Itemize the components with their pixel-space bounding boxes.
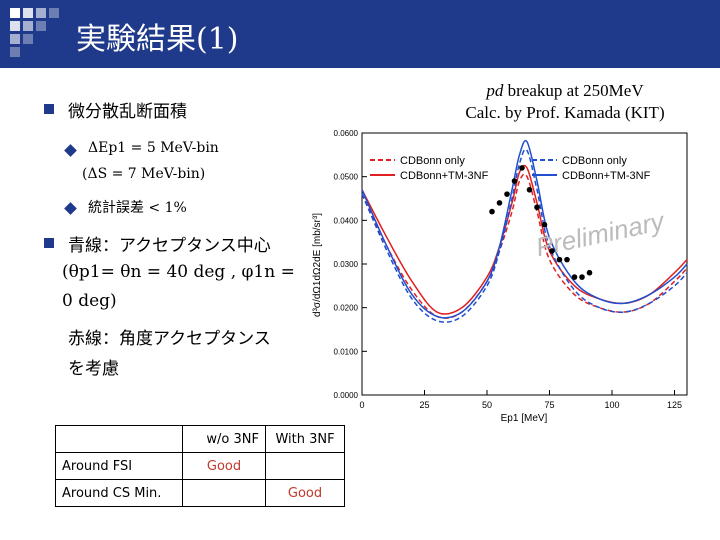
- x-tick-label: 50: [482, 400, 492, 410]
- y-axis-label: d³σ/dΩ1dΩ2dE [mb/sr³]: [312, 213, 323, 317]
- legend-label: CDBonn only: [562, 155, 627, 167]
- sub-bin-s: (ΔS = 7 MeV-bin): [82, 166, 206, 182]
- bullet-blue-line: 青線：アクセプタンス中心: [68, 236, 271, 256]
- data-point: [519, 165, 525, 171]
- plot-caption: pd breakup at 250MeV Calc. by Prof. Kama…: [420, 80, 710, 124]
- data-point: [549, 248, 555, 254]
- plot-frame: [361, 132, 688, 396]
- x-tick-label: 125: [667, 400, 682, 410]
- data-point: [541, 221, 548, 228]
- series-line: [361, 148, 688, 323]
- grid-logo-icon: [10, 8, 59, 57]
- table-cell: Around FSI: [55, 452, 183, 480]
- y-tick-label: 0.0200: [334, 304, 359, 313]
- x-tick-label: 25: [419, 400, 429, 410]
- sub-bin-energy: ΔEp1 = 5 MeV-bin: [88, 140, 219, 156]
- y-tick-label: 0.0600: [334, 129, 359, 138]
- data-point: [534, 204, 540, 211]
- data-point: [526, 186, 533, 193]
- table-row: Around FSI Good: [55, 452, 345, 480]
- legend-label: CDBonn+TM-3NF: [400, 170, 489, 182]
- data-point: [571, 274, 578, 280]
- x-tick-label: 100: [604, 400, 619, 410]
- table-cell: Around CS Min.: [55, 479, 183, 507]
- bullet-blue-angles: (θp1= θn = 40 deg , φ1n =: [62, 262, 295, 282]
- table-cell: Good: [265, 479, 345, 507]
- data-point: [564, 256, 570, 263]
- table-header-cell: w/o 3NF: [182, 425, 266, 453]
- y-tick-label: 0.0300: [334, 260, 359, 269]
- x-tick-label: 75: [544, 400, 554, 410]
- y-tick-label: 0.0000: [334, 391, 359, 400]
- table-cell: [265, 452, 345, 480]
- bullet-cross-section: 微分散乱断面積: [68, 102, 187, 122]
- series-line: [361, 139, 688, 319]
- caption-line1: breakup at 250MeV: [503, 81, 644, 100]
- table-cell: Good: [182, 452, 266, 480]
- diamond-bullet-icon: [64, 202, 77, 215]
- bullet-square-icon: [44, 104, 54, 114]
- caption-italic: pd: [486, 81, 504, 100]
- red-line-desc2: を考慮: [68, 359, 119, 379]
- y-tick-label: 0.0100: [334, 347, 359, 356]
- legend-label: CDBonn only: [400, 155, 465, 167]
- data-point: [496, 200, 503, 206]
- page-title: 実験結果(1): [76, 22, 239, 57]
- x-tick-label: 0: [359, 400, 364, 410]
- header-bar: 実験結果(1): [0, 0, 720, 68]
- y-tick-label: 0.0400: [334, 216, 359, 225]
- data-point: [556, 256, 563, 263]
- data-point: [579, 274, 585, 280]
- data-point: [489, 208, 495, 215]
- caption-line2: Calc. by Prof. Kamada (KIT): [465, 103, 665, 122]
- data-point: [586, 269, 593, 276]
- bullet-blue-phi: 0 deg): [62, 291, 117, 311]
- table-row: Around CS Min. Good: [55, 479, 345, 507]
- results-table: w/o 3NF With 3NF Around FSI Good Around …: [55, 425, 345, 507]
- table-cell: [182, 479, 266, 507]
- diamond-bullet-icon: [64, 144, 77, 157]
- red-line-desc: 赤線：角度アクセプタンス: [68, 329, 271, 349]
- data-point: [511, 178, 518, 184]
- legend-label: CDBonn+TM-3NF: [562, 170, 651, 182]
- x-axis-label: Ep1 [MeV]: [501, 413, 548, 424]
- data-point: [504, 191, 510, 197]
- table-header-cell: [55, 425, 183, 453]
- bullet-square-icon: [44, 238, 54, 248]
- sub-stat-error: 統計誤差 < 1%: [88, 200, 187, 216]
- legend: CDBonn only CDBonn+TM-3NF CDBonn only CD…: [370, 155, 651, 182]
- cross-section-chart: 0.0000 0.0100 0.0200 0.0300 0.0400 0.0500 0.06…: [312, 129, 688, 424]
- y-tick-label: 0.0500: [334, 173, 359, 182]
